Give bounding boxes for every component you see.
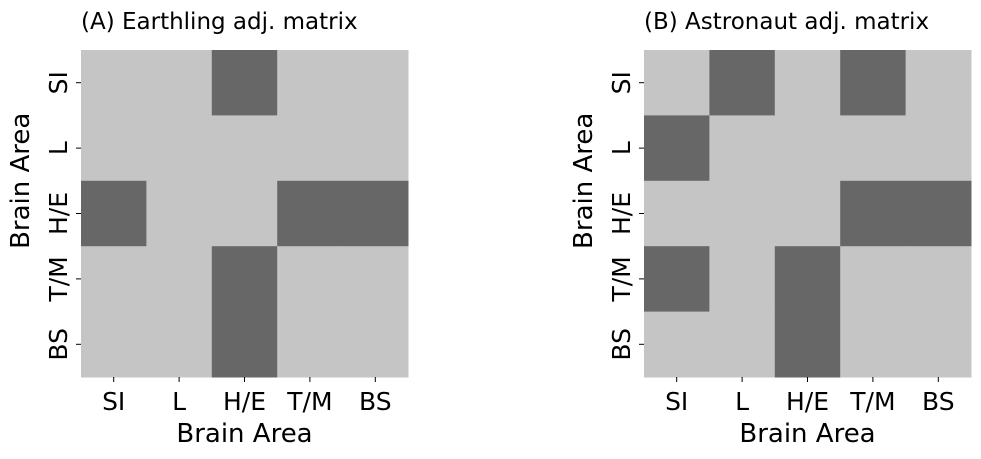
heatmap-cell-b-r0-c3 [840, 50, 907, 116]
x-tick-label-b-0: SI [665, 387, 688, 416]
x-tick-label-b-2: H/E [786, 387, 829, 416]
heatmap-cell-a-r4-c4 [342, 311, 409, 378]
y-tick-label-b-4: BS [607, 328, 636, 361]
y-tick-label-a-4: BS [44, 328, 73, 361]
heatmap-cell-b-r2-c3 [840, 180, 907, 247]
x-tick-label-a-4: BS [359, 387, 392, 416]
heatmap-cell-b-r0-c4 [905, 50, 972, 116]
x-tick-label-b-3: T/M [849, 387, 895, 416]
y-axis-label-a: Brain Area [6, 113, 36, 249]
y-tick-label-b-0: SI [607, 71, 636, 94]
heatmap-cell-b-r1-c2 [774, 115, 841, 182]
heatmap-cell-b-r3-c1 [709, 246, 776, 313]
heatmap-cell-a-r2-c1 [146, 180, 213, 247]
heatmap-cell-a-r0-c3 [277, 50, 344, 116]
heatmap-cell-a-r1-c1 [146, 115, 213, 182]
x-tick-label-b-1: L [735, 387, 749, 416]
y-tick-label-a-1: L [44, 141, 73, 155]
heatmap-cell-b-r4-c3 [840, 311, 907, 378]
heatmap-panel-a: (A) Earthling adj. matrix SI L H/E T/M BS SI L H… [6, 9, 409, 449]
heatmap-cell-b-r4-c4 [905, 311, 972, 378]
heatmap-cell-a-r0-c4 [342, 50, 409, 116]
x-tick-label-a-3: T/M [286, 387, 332, 416]
heatmap-cell-a-r4-c2 [211, 311, 278, 378]
heatmap-cell-a-r1-c2 [211, 115, 278, 182]
x-tick-label-a-1: L [172, 387, 186, 416]
x-tick-label-a-2: H/E [223, 387, 266, 416]
heatmap-cell-b-r0-c0 [644, 50, 710, 116]
heatmap-cell-a-r2-c4 [342, 180, 409, 247]
y-tick-label-a-0: SI [44, 71, 73, 94]
heatmap-cell-a-r1-c0 [81, 115, 147, 182]
heatmap-cell-b-r3-c3 [840, 246, 907, 313]
chart-title-a: (A) Earthling adj. matrix [81, 9, 358, 35]
y-tick-label-b-1: L [607, 141, 636, 155]
heatmap-cell-b-r2-c1 [709, 180, 776, 247]
heatmap-cell-b-r2-c0 [644, 180, 710, 247]
heatmap-cell-a-r4-c3 [277, 311, 344, 378]
heatmap-cell-b-r4-c0 [644, 311, 710, 378]
x-axis-label-a: Brain Area [176, 419, 312, 449]
heatmap-cell-b-r4-c1 [709, 311, 776, 378]
y-tick-label-a-2: H/E [44, 192, 73, 235]
heatmap-cell-a-r2-c2 [211, 180, 278, 247]
heatmap-cell-a-r4-c1 [146, 311, 213, 378]
heatmap-panel-b: (B) Astronaut adj. matrix SI L H/E T/M BS SI L H… [569, 9, 972, 449]
heatmap-cell-b-r0-c1 [709, 50, 776, 116]
heatmap-cell-a-r3-c3 [277, 246, 344, 313]
heatmap-cell-b-r2-c2 [774, 180, 841, 247]
heatmap-cell-b-r3-c0 [644, 246, 710, 313]
heatmap-cell-a-r1-c3 [277, 115, 344, 182]
heatmap-cell-a-r4-c0 [81, 311, 147, 378]
x-axis-label-b: Brain Area [739, 419, 875, 449]
heatmap-cell-b-r3-c2 [774, 246, 841, 313]
heatmap-cell-b-r1-c4 [905, 115, 972, 182]
chart-title-b: (B) Astronaut adj. matrix [644, 9, 929, 35]
heatmap-cell-b-r0-c2 [774, 50, 841, 116]
heatmap-cell-b-r4-c2 [774, 311, 841, 378]
heatmap-cell-b-r3-c4 [905, 246, 972, 313]
heatmap-cell-a-r3-c0 [81, 246, 147, 313]
heatmap-cell-a-r3-c1 [146, 246, 213, 313]
heatmap-cell-a-r2-c0 [81, 180, 147, 247]
heatmap-cell-a-r0-c0 [81, 50, 147, 116]
heatmap-cell-b-r1-c1 [709, 115, 776, 182]
heatmap-cell-a-r2-c3 [277, 180, 344, 247]
y-tick-label-b-3: T/M [607, 256, 636, 302]
heatmap-cell-a-r3-c4 [342, 246, 409, 313]
heatmap-cell-a-r3-c2 [211, 246, 278, 313]
heatmap-cell-a-r1-c4 [342, 115, 409, 182]
heatmap-cell-b-r1-c3 [840, 115, 907, 182]
heatmap-cell-b-r1-c0 [644, 115, 710, 182]
y-axis-label-b: Brain Area [569, 113, 599, 249]
y-tick-label-b-2: H/E [607, 192, 636, 235]
y-tick-label-a-3: T/M [44, 256, 73, 302]
heatmap-cell-a-r0-c2 [211, 50, 278, 116]
x-tick-label-b-4: BS [922, 387, 955, 416]
heatmap-cell-a-r0-c1 [146, 50, 213, 116]
heatmap-cell-b-r2-c4 [905, 180, 972, 247]
x-tick-label-a-0: SI [102, 387, 125, 416]
